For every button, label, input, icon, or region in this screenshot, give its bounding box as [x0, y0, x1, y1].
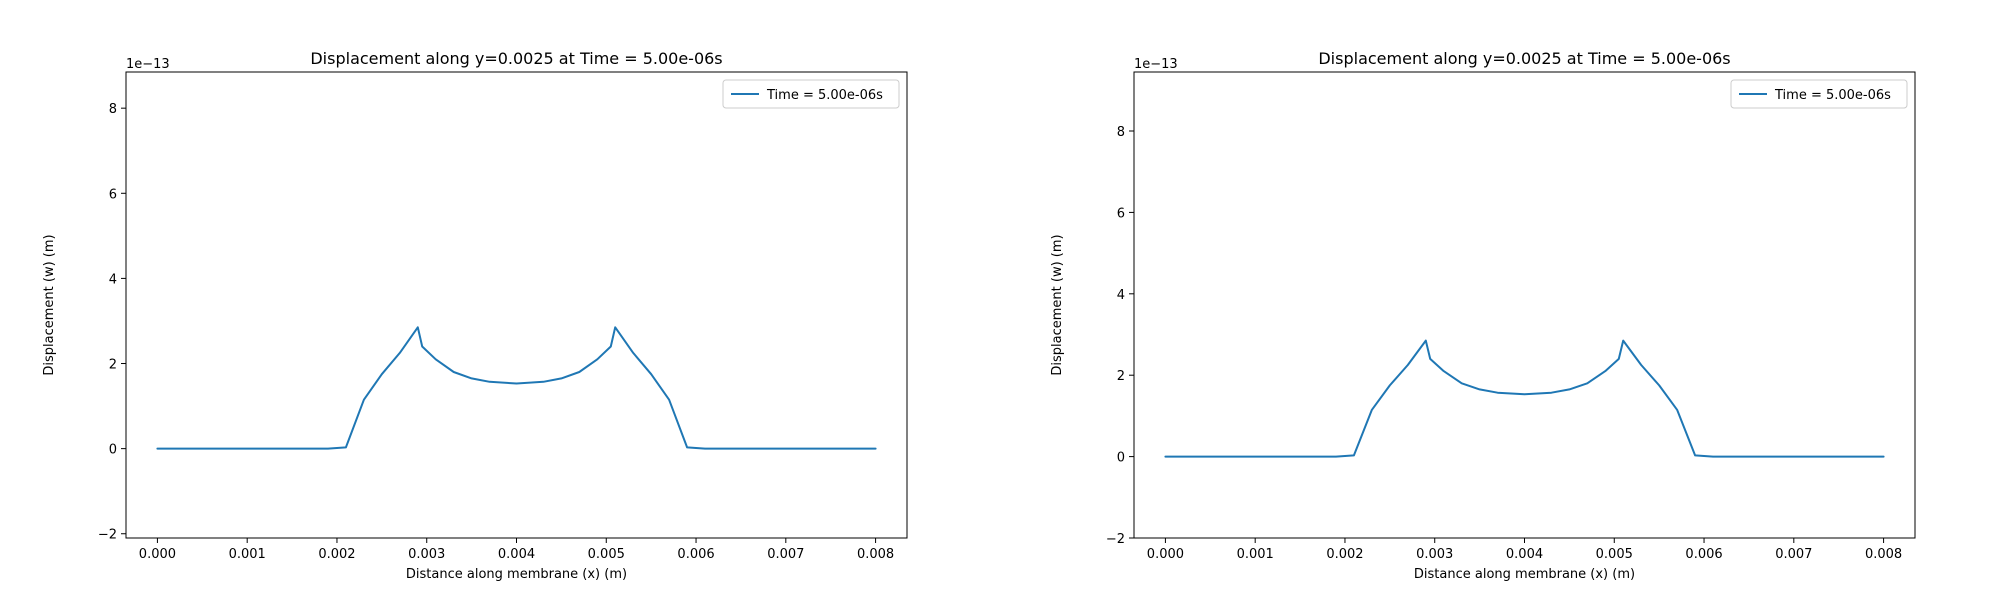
y-offset-text: 1e−13 [126, 57, 170, 72]
y-offset-text: 1e−13 [1134, 57, 1178, 72]
y-tick-label: 8 [1117, 125, 1125, 140]
y-tick-label: 8 [109, 102, 117, 117]
y-tick-label: 0 [1117, 451, 1125, 466]
legend-box [722, 79, 900, 109]
y-tick-label: 0 [109, 443, 117, 458]
legend-entry-label: Time = 5.00e-06s [766, 88, 883, 103]
x-tick-label: 0.008 [1865, 547, 1902, 562]
series-line-1 [156, 326, 877, 450]
x-axis-label: Distance along membrane (x) (m) [1414, 567, 1635, 582]
y-tick-label: 4 [109, 272, 117, 287]
x-tick-label: 0.007 [1775, 547, 1812, 562]
y-tick-label: −2 [1106, 532, 1125, 547]
y-tick-label: 6 [109, 187, 117, 202]
x-tick-label: 0.006 [1685, 547, 1722, 562]
x-tick-label: 0.001 [229, 547, 266, 562]
x-tick-label: 0.006 [677, 547, 714, 562]
x-tick-label: 0.004 [498, 547, 535, 562]
x-tick-label: 0.005 [588, 547, 625, 562]
legend-box [1730, 79, 1908, 109]
y-tick-label: 2 [109, 358, 117, 373]
x-tick-label: 0.000 [139, 547, 176, 562]
y-tick-label: 2 [1117, 369, 1125, 384]
x-tick-label: 0.003 [1416, 547, 1453, 562]
x-tick-label: 0.004 [1506, 547, 1543, 562]
chart-panel-2: Displacement along y=0.0025 at Time = 5.… [1050, 49, 1916, 582]
legend-entry-label: Time = 5.00e-06s [1774, 88, 1891, 103]
x-tick-label: 0.001 [1237, 547, 1274, 562]
x-tick-label: 0.003 [408, 547, 445, 562]
x-tick-label: 0.002 [1326, 547, 1363, 562]
chart-title: Displacement along y=0.0025 at Time = 5.… [310, 49, 722, 68]
chart-panel-1: Displacement along y=0.0025 at Time = 5.… [42, 49, 908, 582]
y-axis-label: Displacement (w) (m) [42, 234, 57, 375]
plot-area-frame [125, 71, 908, 539]
y-axis-label: Displacement (w) (m) [1050, 234, 1065, 375]
legend: Time = 5.00e-06s [1730, 79, 1908, 109]
x-axis-label: Distance along membrane (x) (m) [406, 567, 627, 582]
y-tick-label: −2 [98, 528, 117, 543]
plot-area-frame [1133, 71, 1916, 539]
legend: Time = 5.00e-06s [722, 79, 900, 109]
x-tick-label: 0.002 [318, 547, 355, 562]
x-tick-label: 0.005 [1596, 547, 1633, 562]
series-line-1 [1164, 339, 1885, 458]
x-tick-label: 0.008 [857, 547, 894, 562]
y-tick-label: 6 [1117, 206, 1125, 221]
x-tick-label: 0.007 [767, 547, 804, 562]
chart-title: Displacement along y=0.0025 at Time = 5.… [1318, 49, 1730, 68]
x-tick-label: 0.000 [1147, 547, 1184, 562]
y-tick-label: 4 [1117, 288, 1125, 303]
